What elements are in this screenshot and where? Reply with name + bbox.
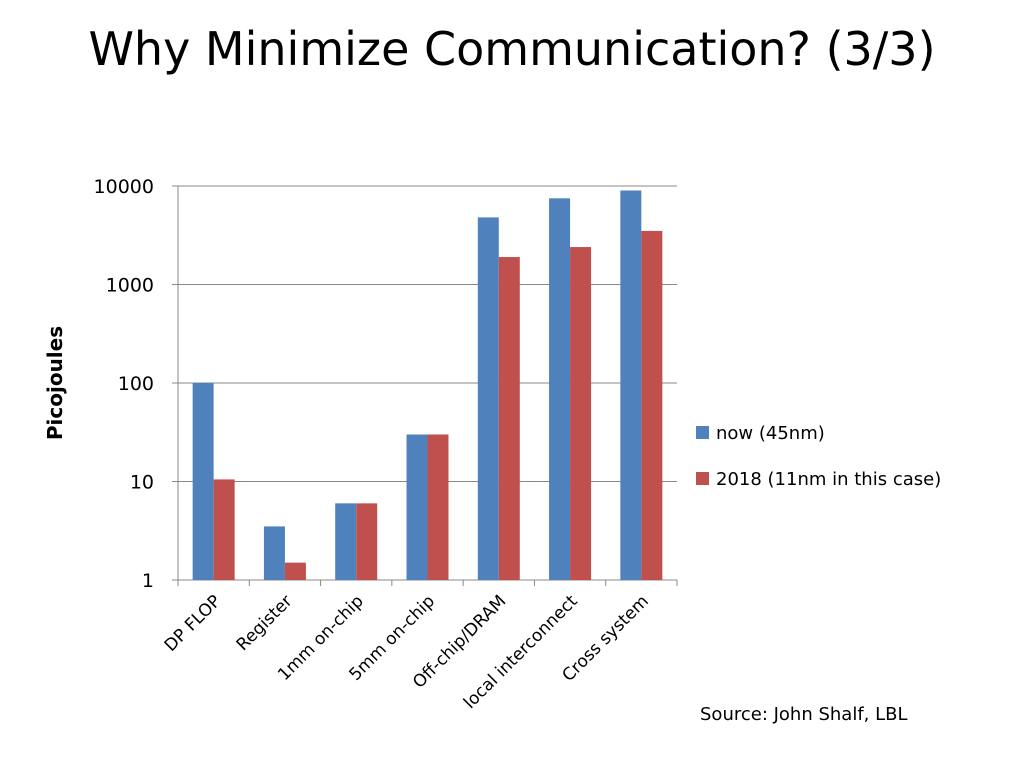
source-note: Source: John Shalf, LBL [700, 704, 908, 725]
y-tick-label: 10000 [94, 176, 154, 198]
bar [284, 562, 306, 580]
slide-title: Why Minimize Communication? (3/3) [88, 22, 936, 76]
x-tick-label: Register [233, 591, 297, 655]
x-tick-label: DP FLOP [161, 591, 225, 655]
bar [192, 383, 214, 580]
bar [213, 479, 235, 580]
y-axis-title: Picojoules [43, 326, 67, 440]
bar [263, 526, 285, 580]
y-tick-label: 10 [130, 472, 154, 494]
bar [620, 190, 642, 580]
bar [406, 434, 428, 580]
bar [641, 230, 663, 580]
legend-swatch [696, 426, 709, 439]
bar [549, 198, 571, 581]
y-tick-label: 1000 [106, 275, 154, 297]
bar [498, 257, 520, 580]
bar [427, 434, 449, 580]
bar [477, 217, 499, 580]
bar [335, 503, 357, 580]
y-tick-label: 100 [118, 373, 154, 395]
bar [570, 247, 592, 580]
legend-swatch [696, 472, 709, 485]
legend-label: now (45nm) [716, 423, 825, 444]
legend-label: 2018 (11nm in this case) [716, 469, 941, 490]
bar [356, 503, 378, 580]
y-tick-label: 1 [142, 570, 154, 592]
